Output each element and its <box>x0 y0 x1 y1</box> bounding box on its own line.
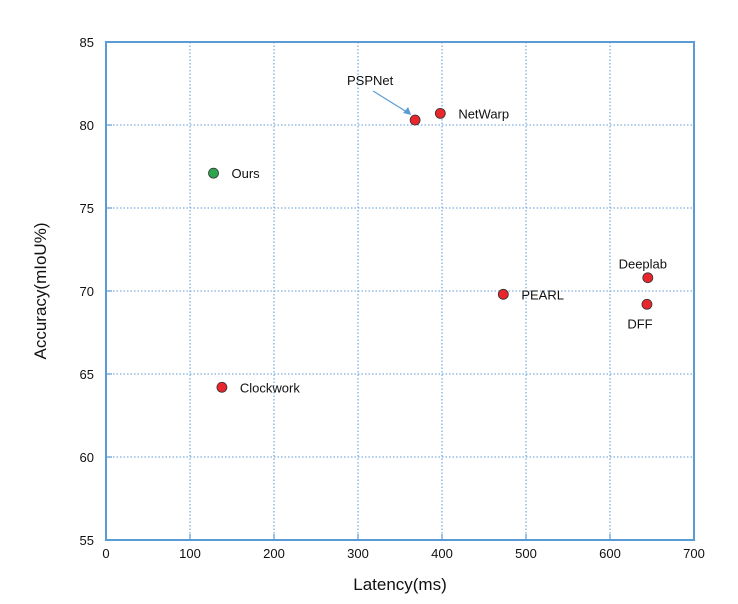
tick-labels: 0 100 200 300 400 500 600 700 55 60 65 70 75 80 85 <box>80 35 705 561</box>
plot-frame <box>105 41 695 541</box>
point-label-dff: DFF <box>627 316 652 331</box>
grid-lines <box>105 41 695 541</box>
point-label-pearl: PEARL <box>521 287 564 302</box>
y-tick-label: 60 <box>80 450 94 465</box>
y-tick-label: 70 <box>80 284 94 299</box>
y-tick-label: 75 <box>80 201 94 216</box>
point-label-netwarp: NetWarp <box>458 106 509 121</box>
point-netwarp <box>434 107 446 119</box>
x-tick-label: 400 <box>431 546 453 561</box>
callout-arrow-head <box>403 107 412 116</box>
x-tick-label: 200 <box>263 546 285 561</box>
point-pspnet <box>409 114 421 126</box>
data-points: Ours PSPNet NetWarp PEARL Deeplab DFF Clockwor… <box>208 73 667 395</box>
x-tick-label: 700 <box>683 546 705 561</box>
x-tick-label: 500 <box>515 546 537 561</box>
point-ours <box>208 167 219 179</box>
point-label-pspnet: PSPNet <box>347 73 394 88</box>
y-tick-label: 85 <box>80 35 94 50</box>
x-tick-label: 100 <box>179 546 201 561</box>
x-axis-title: Latency(ms) <box>353 575 447 594</box>
point-pearl <box>497 288 509 300</box>
point-label-ours: Ours <box>232 166 261 181</box>
y-tick-label: 65 <box>80 367 94 382</box>
point-clockwork <box>216 381 228 393</box>
y-axis-title: Accuracy(mIoU%) <box>31 223 50 360</box>
point-label-clockwork: Clockwork <box>240 380 300 395</box>
y-tick-label: 55 <box>80 533 94 548</box>
point-label-deeplab: Deeplab <box>619 257 667 272</box>
y-tick-label: 80 <box>80 118 94 133</box>
point-dff <box>641 298 653 310</box>
x-tick-label: 0 <box>102 546 109 561</box>
point-deeplab <box>642 272 654 284</box>
x-tick-label: 600 <box>599 546 621 561</box>
x-tick-label: 300 <box>347 546 369 561</box>
callout-arrow-line <box>372 90 411 115</box>
